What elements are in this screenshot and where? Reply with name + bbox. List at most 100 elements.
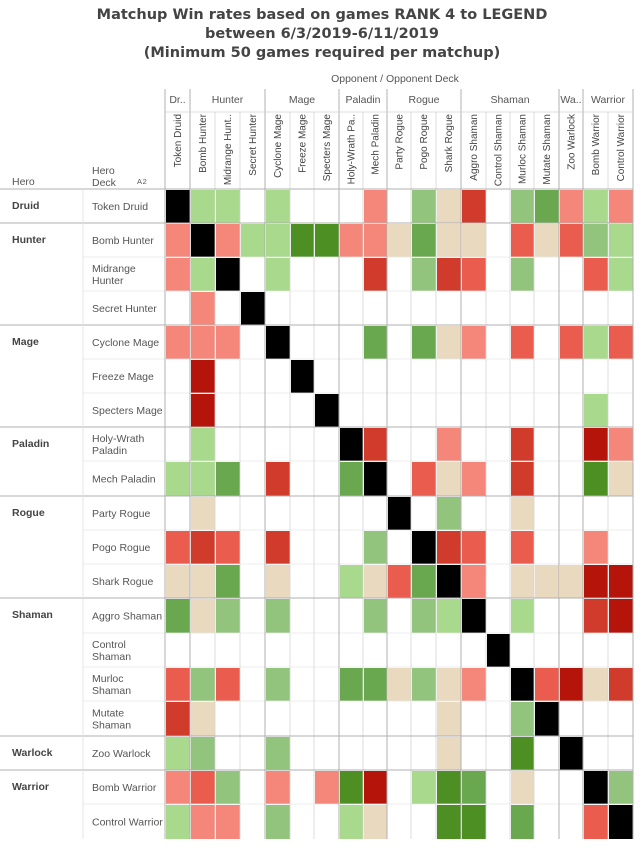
heatmap-cell[interactable] [437, 428, 461, 461]
heatmap-cell[interactable] [216, 771, 240, 804]
heatmap-cell[interactable] [511, 258, 534, 291]
mirror-cell[interactable] [216, 258, 240, 291]
heatmap-cell[interactable] [216, 531, 240, 564]
heatmap-cell[interactable] [511, 599, 534, 633]
heatmap-cell[interactable] [266, 258, 290, 291]
heatmap-cell[interactable] [412, 668, 436, 701]
heatmap-cell[interactable] [462, 565, 486, 598]
mirror-cell[interactable] [412, 531, 436, 564]
heatmap-cell[interactable] [166, 531, 190, 564]
heatmap-cell[interactable] [412, 771, 436, 804]
heatmap-cell[interactable] [266, 805, 290, 839]
heatmap-cell[interactable] [364, 428, 387, 461]
heatmap-cell[interactable] [437, 497, 461, 530]
mirror-cell[interactable] [291, 360, 314, 393]
heatmap-cell[interactable] [462, 805, 486, 839]
heatmap-cell[interactable] [364, 531, 387, 564]
heatmap-cell[interactable] [216, 668, 240, 701]
heatmap-cell[interactable] [315, 771, 339, 804]
heatmap-cell[interactable] [412, 190, 436, 223]
heatmap-cell[interactable] [412, 224, 436, 257]
mirror-cell[interactable] [388, 497, 411, 530]
heatmap-cell[interactable] [462, 190, 486, 223]
mirror-cell[interactable] [166, 190, 190, 223]
heatmap-cell[interactable] [609, 224, 633, 257]
heatmap-cell[interactable] [560, 190, 583, 223]
heatmap-cell[interactable] [340, 668, 363, 701]
heatmap-cell[interactable] [609, 428, 633, 461]
heatmap-cell[interactable] [216, 224, 240, 257]
heatmap-cell[interactable] [216, 326, 240, 359]
heatmap-cell[interactable] [511, 531, 534, 564]
heatmap-cell[interactable] [191, 394, 215, 427]
heatmap-cell[interactable] [584, 224, 608, 257]
heatmap-cell[interactable] [388, 565, 411, 598]
heatmap-cell[interactable] [191, 565, 215, 598]
heatmap-cell[interactable] [535, 565, 559, 598]
heatmap-cell[interactable] [609, 190, 633, 223]
heatmap-cell[interactable] [437, 771, 461, 804]
heatmap-cell[interactable] [266, 771, 290, 804]
heatmap-cell[interactable] [560, 224, 583, 257]
heatmap-cell[interactable] [437, 462, 461, 496]
heatmap-cell[interactable] [364, 190, 387, 223]
heatmap-cell[interactable] [364, 668, 387, 701]
mirror-cell[interactable] [462, 599, 486, 633]
heatmap-cell[interactable] [364, 771, 387, 804]
heatmap-cell[interactable] [364, 326, 387, 359]
mirror-cell[interactable] [535, 702, 559, 736]
heatmap-cell[interactable] [609, 668, 633, 701]
heatmap-cell[interactable] [511, 190, 534, 223]
heatmap-cell[interactable] [166, 702, 190, 736]
heatmap-cell[interactable] [511, 224, 534, 257]
heatmap-cell[interactable] [191, 326, 215, 359]
heatmap-cell[interactable] [166, 771, 190, 804]
heatmap-cell[interactable] [191, 190, 215, 223]
heatmap-cell[interactable] [584, 394, 608, 427]
heatmap-cell[interactable] [166, 668, 190, 701]
heatmap-cell[interactable] [609, 462, 633, 496]
heatmap-cell[interactable] [340, 805, 363, 839]
heatmap-cell[interactable] [266, 531, 290, 564]
mirror-cell[interactable] [609, 805, 633, 839]
heatmap-cell[interactable] [584, 599, 608, 633]
heatmap-cell[interactable] [412, 565, 436, 598]
heatmap-cell[interactable] [462, 531, 486, 564]
heatmap-cell[interactable] [266, 565, 290, 598]
heatmap-cell[interactable] [437, 531, 461, 564]
heatmap-cell[interactable] [584, 805, 608, 839]
mirror-cell[interactable] [364, 462, 387, 496]
heatmap-cell[interactable] [437, 326, 461, 359]
heatmap-cell[interactable] [437, 668, 461, 701]
heatmap-cell[interactable] [584, 462, 608, 496]
heatmap-cell[interactable] [511, 326, 534, 359]
heatmap-cell[interactable] [166, 462, 190, 496]
heatmap-cell[interactable] [560, 668, 583, 701]
mirror-cell[interactable] [241, 292, 265, 325]
heatmap-cell[interactable] [166, 258, 190, 291]
heatmap-cell[interactable] [511, 565, 534, 598]
heatmap-cell[interactable] [437, 599, 461, 633]
heatmap-cell[interactable] [191, 599, 215, 633]
heatmap-cell[interactable] [584, 190, 608, 223]
heatmap-cell[interactable] [511, 428, 534, 461]
heatmap-cell[interactable] [584, 668, 608, 701]
heatmap-cell[interactable] [388, 224, 411, 257]
heatmap-cell[interactable] [191, 737, 215, 770]
heatmap-cell[interactable] [535, 190, 559, 223]
heatmap-cell[interactable] [560, 326, 583, 359]
heatmap-cell[interactable] [364, 224, 387, 257]
heatmap-cell[interactable] [266, 224, 290, 257]
heatmap-cell[interactable] [241, 224, 265, 257]
heatmap-cell[interactable] [166, 805, 190, 839]
heatmap-cell[interactable] [462, 668, 486, 701]
mirror-cell[interactable] [315, 394, 339, 427]
mirror-cell[interactable] [340, 428, 363, 461]
heatmap-cell[interactable] [216, 599, 240, 633]
heatmap-cell[interactable] [609, 565, 633, 598]
heatmap-cell[interactable] [511, 497, 534, 530]
heatmap-cell[interactable] [291, 224, 314, 257]
heatmap-cell[interactable] [437, 224, 461, 257]
heatmap-cell[interactable] [364, 805, 387, 839]
heatmap-cell[interactable] [191, 292, 215, 325]
